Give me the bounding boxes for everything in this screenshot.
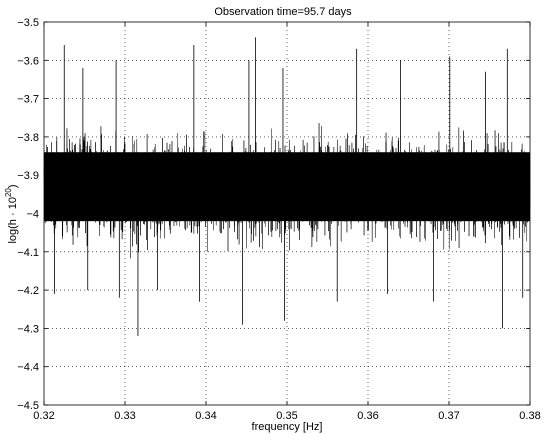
noise-core-band — [44, 152, 530, 222]
y-tick-label: −4.2 — [17, 285, 39, 297]
y-tick-label: −3.7 — [17, 94, 39, 106]
y-tick-label: −4.3 — [17, 323, 39, 335]
y-tick-label: −3.5 — [17, 17, 39, 29]
y-axis: −3.5 −3.6 −3.7 −3.8 −3.9 −4 −4.1 −4.2 −4.3 −4.4 −4… — [17, 17, 530, 412]
chart-title: Observation time=95.7 days — [214, 6, 352, 18]
x-axis: 0.32 0.33 0.34 0.35 0.36 0.37 0.38 — [33, 22, 541, 422]
y-tick-label: −3.9 — [17, 170, 39, 182]
x-tick-label: 0.38 — [519, 410, 540, 422]
y-tick-label: −3.8 — [17, 132, 39, 144]
x-tick-label: 0.32 — [33, 410, 54, 422]
series-noise-trace — [43, 37, 531, 337]
y-axis-label-exponent: 20 — [4, 188, 13, 197]
x-tick-label: 0.36 — [357, 410, 378, 422]
y-tick-label: −4.5 — [17, 400, 39, 412]
x-axis-label: frequency [Hz] — [252, 421, 323, 433]
x-tick-label: 0.35 — [276, 410, 297, 422]
y-tick-label: −3.6 — [17, 55, 39, 67]
y-tick-label: −4.1 — [17, 247, 39, 259]
y-tick-label: −4 — [26, 209, 39, 221]
y-axis-label: log(h · 1020) — [4, 184, 19, 243]
x-tick-label: 0.34 — [195, 410, 216, 422]
x-tick-label: 0.37 — [438, 410, 459, 422]
x-tick-label: 0.33 — [114, 410, 135, 422]
y-tick-label: −4.4 — [17, 362, 39, 374]
